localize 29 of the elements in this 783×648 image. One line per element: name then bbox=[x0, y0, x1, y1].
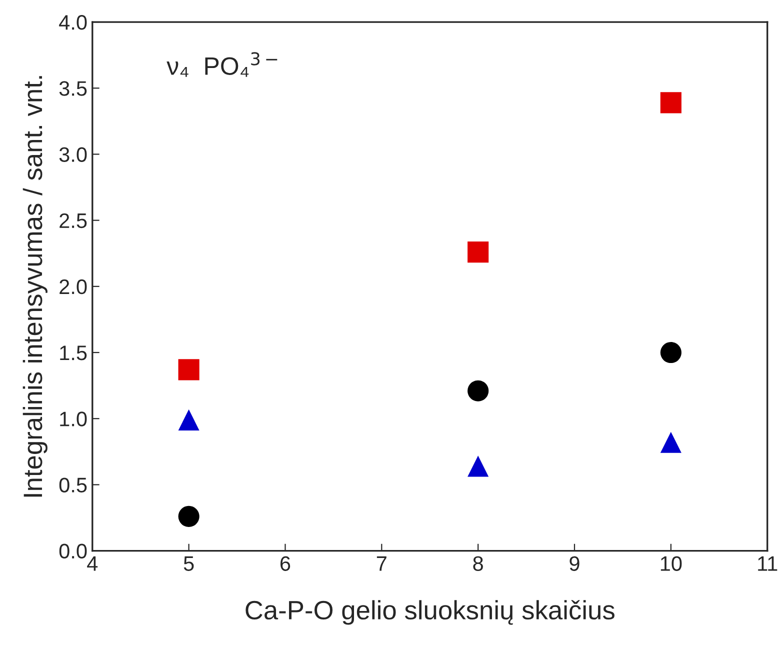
x-tick-label: 11 bbox=[758, 556, 778, 571]
y-tick-label: 2.0 bbox=[60, 279, 87, 294]
x-axis-title: Ca-P-O gelio sluoksnių skaičius bbox=[246, 600, 614, 625]
y-axis-title: Integralinis intensyvumas / sant. vnt. bbox=[22, 76, 48, 497]
y-tick-label: 3.5 bbox=[59, 81, 87, 96]
point bbox=[660, 342, 682, 364]
point bbox=[178, 409, 200, 430]
annotation: ν₄ PO₄$^{3−}$ bbox=[166, 52, 278, 77]
y-tick-label: 1.5 bbox=[60, 346, 87, 360]
y-tick-label: 2.5 bbox=[60, 213, 87, 228]
y-tick-label: 4.0 bbox=[59, 15, 87, 30]
point bbox=[178, 359, 200, 380]
point bbox=[660, 92, 682, 114]
y-tick-label: 0.0 bbox=[59, 544, 87, 559]
x-tick-label: 10 bbox=[660, 556, 682, 571]
y-tick-label: 0.5 bbox=[59, 478, 87, 492]
point bbox=[468, 456, 489, 477]
x-tick-label: 7 bbox=[376, 556, 386, 571]
y-tick-label: 3.0 bbox=[59, 147, 87, 162]
point bbox=[468, 380, 489, 402]
x-tick-label: 6 bbox=[280, 556, 290, 571]
x-tick-label: 9 bbox=[570, 556, 580, 571]
point bbox=[468, 242, 489, 263]
y-tick-label: 1.0 bbox=[60, 412, 87, 426]
point bbox=[660, 432, 682, 453]
x-tick-label: 8 bbox=[473, 556, 483, 571]
x-tick-label: 4 bbox=[87, 556, 98, 571]
point bbox=[178, 506, 200, 527]
x-tick-label: 5 bbox=[184, 556, 194, 571]
